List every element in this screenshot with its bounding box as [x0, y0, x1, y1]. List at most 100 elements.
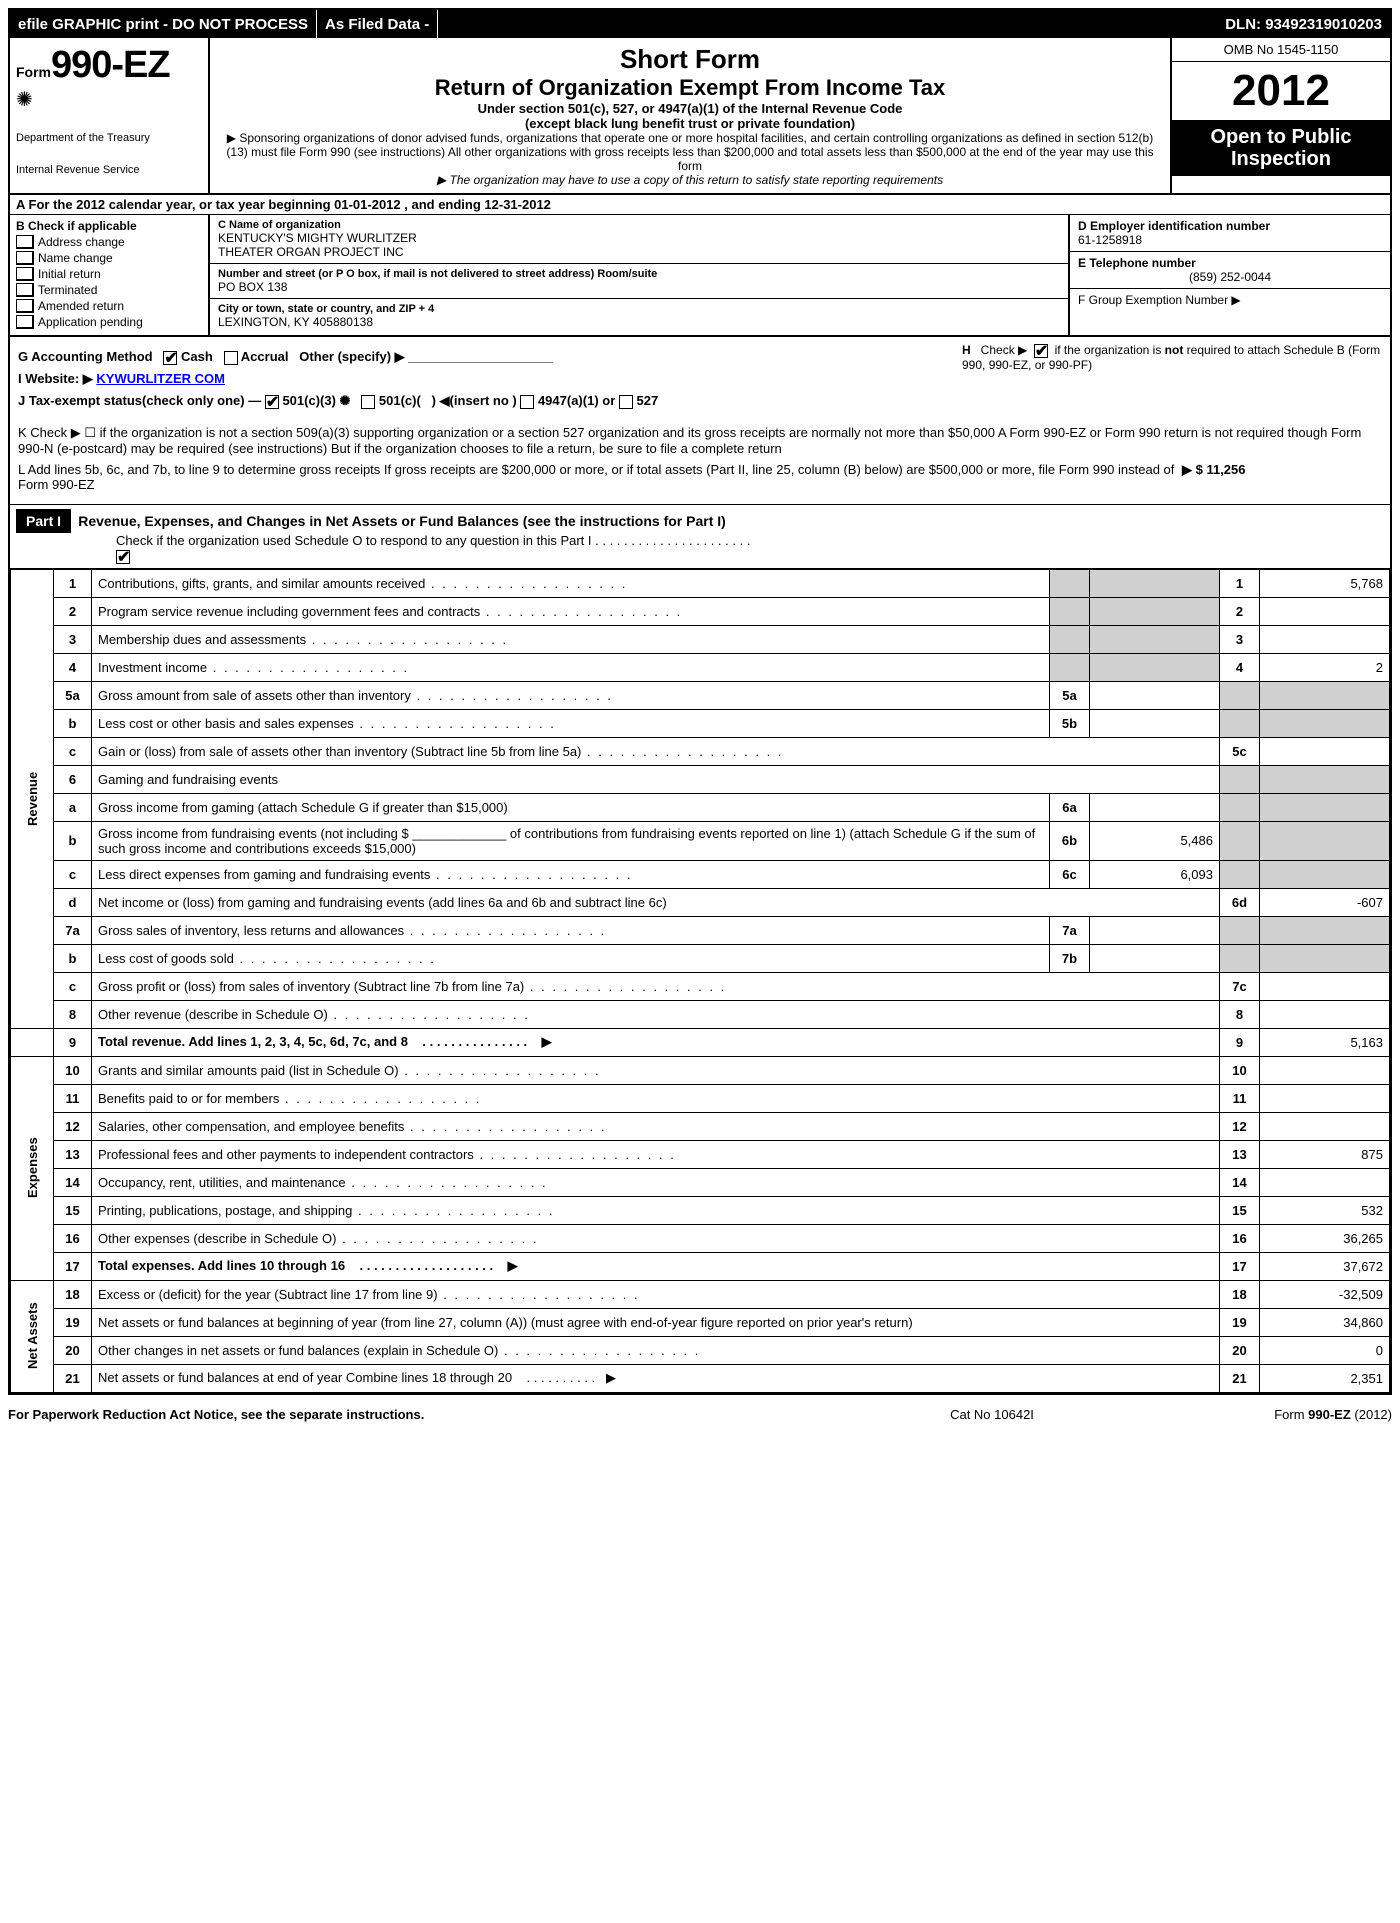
subtitle-1: Under section 501(c), 527, or 4947(a)(1)…	[220, 101, 1160, 116]
footer-cat-no: Cat No 10642I	[842, 1407, 1142, 1422]
checkbox-icon	[1034, 344, 1048, 358]
tax-year: 2012	[1172, 62, 1390, 120]
table-row: 8Other revenue (describe in Schedule O)8	[11, 1000, 1390, 1028]
phone-label: E Telephone number	[1078, 256, 1382, 270]
checkbox-icon	[16, 235, 34, 249]
amount-cell: 2	[1260, 653, 1390, 681]
amount-cell	[1260, 1084, 1390, 1112]
group-exemption: F Group Exemption Number ▶	[1078, 293, 1382, 307]
table-row: Expenses 10Grants and similar amounts pa…	[11, 1056, 1390, 1084]
header-title-block: Short Form Return of Organization Exempt…	[210, 38, 1170, 193]
table-row: 6Gaming and fundraising events	[11, 765, 1390, 793]
short-form-heading: Short Form	[220, 44, 1160, 75]
table-row: 14Occupancy, rent, utilities, and mainte…	[11, 1168, 1390, 1196]
chk-name-change[interactable]: Name change	[16, 251, 202, 265]
box-b-title: B Check if applicable	[16, 219, 202, 233]
sub-amount-cell	[1090, 944, 1220, 972]
ein-label: D Employer identification number	[1078, 219, 1382, 233]
as-filed: As Filed Data -	[317, 10, 438, 38]
table-row: aGross income from gaming (attach Schedu…	[11, 793, 1390, 821]
amount-cell: -607	[1260, 888, 1390, 916]
line-l-amount: ▶ $ 11,256	[1182, 462, 1382, 492]
amount-cell	[1260, 1056, 1390, 1084]
row-a-tax-year: A For the 2012 calendar year, or tax yea…	[10, 195, 1390, 215]
table-row: 20Other changes in net assets or fund ba…	[11, 1336, 1390, 1364]
entity-info-block: B Check if applicable Address change Nam…	[10, 215, 1390, 337]
amount-cell	[1260, 972, 1390, 1000]
checkbox-icon	[16, 251, 34, 265]
checkbox-icon	[16, 267, 34, 281]
amount-cell	[1260, 1112, 1390, 1140]
header-note-2: ▶ The organization may have to use a cop…	[220, 173, 1160, 187]
chk-address-change[interactable]: Address change	[16, 235, 202, 249]
checkbox-icon	[16, 299, 34, 313]
top-bar: efile GRAPHIC print - DO NOT PROCESS As …	[10, 10, 1390, 38]
table-row: 5aGross amount from sale of assets other…	[11, 681, 1390, 709]
table-row: bLess cost or other basis and sales expe…	[11, 709, 1390, 737]
dln-number: DLN: 93492319010203	[1217, 10, 1390, 38]
box-c-org-info: C Name of organization KENTUCKY'S MIGHTY…	[210, 215, 1070, 335]
phone-value: (859) 252-0044	[1078, 270, 1382, 284]
amount-cell: 34,860	[1260, 1308, 1390, 1336]
form-number: Form990-EZ	[16, 44, 202, 87]
dept-treasury: Department of the Treasury	[16, 132, 202, 144]
chk-initial-return[interactable]: Initial return	[16, 267, 202, 281]
table-row: 15Printing, publications, postage, and s…	[11, 1196, 1390, 1224]
table-row: 9Total revenue. Add lines 1, 2, 3, 4, 5c…	[11, 1028, 1390, 1056]
checkbox-icon	[520, 395, 534, 409]
main-title: Return of Organization Exempt From Incom…	[220, 75, 1160, 101]
table-row: 7aGross sales of inventory, less returns…	[11, 916, 1390, 944]
org-name-label: C Name of organization	[218, 219, 1060, 231]
website-link[interactable]: KYWURLITZER COM	[96, 371, 225, 386]
box-b-checklist: B Check if applicable Address change Nam…	[10, 215, 210, 335]
chk-terminated[interactable]: Terminated	[16, 283, 202, 297]
part-1-body: Revenue 1Contributions, gifts, grants, a…	[10, 569, 1390, 1393]
org-name-1: KENTUCKY'S MIGHTY WURLITZER	[218, 231, 1060, 245]
chk-amended[interactable]: Amended return	[16, 299, 202, 313]
page-footer: For Paperwork Reduction Act Notice, see …	[0, 1403, 1400, 1426]
checkbox-icon	[16, 315, 34, 329]
amount-cell	[1260, 625, 1390, 653]
header-note-1: ▶ Sponsoring organizations of donor advi…	[220, 131, 1160, 173]
sub-amount-cell: 5,486	[1090, 821, 1220, 860]
irs-logo-icon: ✺	[16, 87, 202, 112]
form-number-big: 990-EZ	[51, 44, 170, 86]
header-right: OMB No 1545-1150 2012 Open to Public Ins…	[1170, 38, 1390, 193]
amount-cell: 2,351	[1260, 1364, 1390, 1392]
city-label: City or town, state or country, and ZIP …	[218, 303, 1060, 315]
line-j-tax-status: J Tax-exempt status(check only one) — 50…	[18, 393, 962, 409]
part-1-header-row: Part I Revenue, Expenses, and Changes in…	[10, 505, 1390, 569]
table-row: 19Net assets or fund balances at beginni…	[11, 1308, 1390, 1336]
table-row: 2Program service revenue including gover…	[11, 597, 1390, 625]
amount-cell: 875	[1260, 1140, 1390, 1168]
section-label-netassets: Net Assets	[11, 1280, 54, 1392]
part-1-schedule-o-check: Check if the organization used Schedule …	[16, 533, 1390, 564]
checkbox-icon	[224, 351, 238, 365]
checkbox-icon	[619, 395, 633, 409]
line-g-accounting: G Accounting Method Cash Accrual Other (…	[18, 349, 962, 365]
subtitle-2: (except black lung benefit trust or priv…	[220, 116, 1160, 131]
checkbox-icon	[116, 550, 130, 564]
open-public-badge: Open to Public Inspection	[1172, 120, 1390, 176]
checkbox-icon	[16, 283, 34, 297]
table-row: cLess direct expenses from gaming and fu…	[11, 860, 1390, 888]
city-value: LEXINGTON, KY 405880138	[218, 315, 1060, 329]
section-label-expenses: Expenses	[11, 1056, 54, 1280]
table-row: 3Membership dues and assessments3	[11, 625, 1390, 653]
table-row: bLess cost of goods sold7b	[11, 944, 1390, 972]
table-row: Revenue 1Contributions, gifts, grants, a…	[11, 569, 1390, 597]
checkbox-icon	[265, 395, 279, 409]
amount-cell: 0	[1260, 1336, 1390, 1364]
street-value: PO BOX 138	[218, 280, 1060, 294]
box-def: D Employer identification number 61-1258…	[1070, 215, 1390, 335]
footer-form-ref: Form 990-EZ (2012)	[1142, 1407, 1392, 1422]
amount-cell: 5,768	[1260, 569, 1390, 597]
table-row: 13Professional fees and other payments t…	[11, 1140, 1390, 1168]
org-name-2: THEATER ORGAN PROJECT INC	[218, 245, 1060, 259]
table-row: bGross income from fundraising events (n…	[11, 821, 1390, 860]
table-row: cGain or (loss) from sale of assets othe…	[11, 737, 1390, 765]
lines-g-through-l: G Accounting Method Cash Accrual Other (…	[10, 337, 1390, 505]
chk-pending[interactable]: Application pending	[16, 315, 202, 329]
amount-cell	[1260, 737, 1390, 765]
table-row: 4Investment income42	[11, 653, 1390, 681]
